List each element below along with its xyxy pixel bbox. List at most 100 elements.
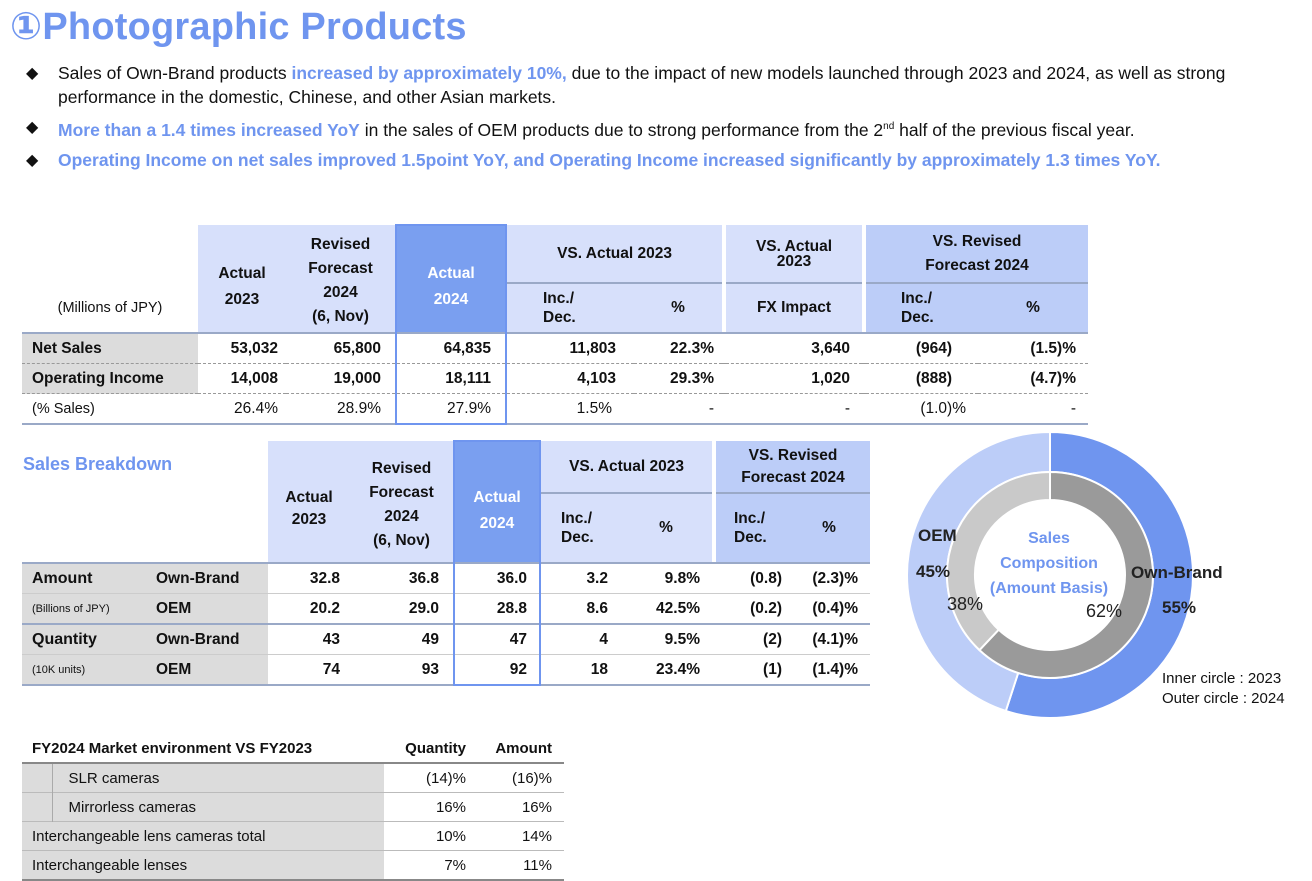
cell: (0.8) <box>716 562 788 594</box>
bullet-list: ◆ Sales of Own-Brand products increased … <box>26 61 1286 178</box>
cell: 14% <box>521 827 552 845</box>
bullet-text: Sales of Own-Brand products <box>58 63 292 83</box>
table-row: Net Sales 53,032 65,800 64,835 11,803 22… <box>22 332 1088 364</box>
sales-composition-donut-chart <box>906 430 1194 719</box>
donut-legend: Inner circle : 2023 Outer circle : 2024 <box>1162 669 1285 709</box>
cell: 14,008 <box>198 363 286 394</box>
cell: 3,640 <box>726 332 862 364</box>
col-amount: Amount <box>495 739 552 757</box>
cell: 28.8 <box>453 593 541 624</box>
cell: 29.0 <box>408 599 439 617</box>
cell: 9.8% <box>620 562 712 594</box>
row-label: Interchangeable lenses <box>22 850 384 880</box>
cell: (1.0)% <box>866 393 978 424</box>
header-inc-dec: Inc./Dec. <box>506 283 634 333</box>
donut-center-label: Sales Composition (Amount Basis) <box>989 530 1109 597</box>
bullet-highlight: increased by approximately 10%, <box>291 63 567 83</box>
cell: (1.5)% <box>978 332 1088 364</box>
bullet-text: half of the previous fiscal year. <box>894 119 1135 140</box>
oem-label: OEM <box>918 526 957 545</box>
header-pct: % <box>978 283 1088 333</box>
cell: 4,103 <box>506 363 634 394</box>
row-label: Mirrorless cameras <box>51 792 384 822</box>
bullet-text: in the sales of OEM products due to stro… <box>359 119 884 140</box>
market-environment-table: FY2024 Market environment VS FY2023 Quan… <box>22 734 564 881</box>
diamond-bullet-icon: ◆ <box>26 151 39 169</box>
header-inc-dec: Inc./Dec. <box>866 283 978 333</box>
cell: 93 <box>421 660 439 678</box>
cell: 36.8 <box>350 562 454 594</box>
table-header-row: FY2024 Market environment VS FY2023 Quan… <box>22 734 564 763</box>
cell: 18,111 <box>395 363 507 394</box>
cell: (0.2) <box>750 599 782 617</box>
header-inc-dec: Inc./Dec. <box>716 493 788 563</box>
cell: 20.2 <box>309 599 340 617</box>
cell: 64,835 <box>395 332 507 364</box>
legend-inner: Inner circle : 2023 <box>1162 670 1282 687</box>
row-label: (% Sales) <box>22 393 198 424</box>
cell: (2.3)% <box>788 562 870 594</box>
cell: (4.7)% <box>978 363 1088 394</box>
cell: 28.9% <box>286 393 396 424</box>
cell: 92 <box>453 654 541 686</box>
group-sub: (Billions of JPY) <box>22 593 154 624</box>
page-title: ①Photographic Products <box>10 6 467 48</box>
cell: 7% <box>444 856 466 874</box>
cell: (0.4)% <box>812 599 858 617</box>
cell: - <box>634 393 722 424</box>
legend-outer: Outer circle : 2024 <box>1162 690 1285 707</box>
table-row: (Billions of JPY) OEM 20.2 29.0 28.8 8.6… <box>22 593 870 624</box>
row-label: Interchangeable lens cameras total <box>22 821 384 851</box>
bullet-highlight: More than a 1.4 times increased YoY <box>58 119 360 140</box>
cell: (1) <box>763 660 782 678</box>
cell: 42.5% <box>656 599 700 617</box>
cell: 27.9% <box>395 393 507 425</box>
cell: 53,032 <box>198 332 286 364</box>
cell: 65,800 <box>286 332 396 364</box>
cell: (2) <box>763 630 782 648</box>
cell: 11,803 <box>506 332 634 364</box>
outer-own-pct: 55% <box>1162 598 1197 617</box>
bullet-sup: nd <box>883 121 895 132</box>
cell: 22.3% <box>634 332 722 364</box>
cell: (1.4)% <box>812 660 858 678</box>
bullet-item: ◆ Sales of Own-Brand products increased … <box>26 61 1286 109</box>
cell: 36.0 <box>453 562 541 594</box>
row-type: Own-Brand <box>154 624 268 655</box>
group-label: Amount <box>22 562 154 594</box>
table-row: Mirrorless cameras 16% 16% <box>22 792 564 822</box>
sales-breakdown-title: Sales Breakdown <box>23 454 173 474</box>
table-row: (10K units) OEM 74 93 92 18 23.4% (1) (1… <box>22 654 870 686</box>
table-row: Amount Own-Brand 32.8 36.8 36.0 3.2 9.8%… <box>22 562 870 594</box>
row-type: Own-Brand <box>154 562 268 594</box>
table-row: Operating Income 14,008 19,000 18,111 4,… <box>22 363 1088 394</box>
cell: 49 <box>421 630 439 648</box>
group-label: Quantity <box>22 624 154 655</box>
unit-label: (Millions of JPY) <box>57 299 163 316</box>
group-sub: (10K units) <box>22 654 154 685</box>
header-pct: % <box>788 493 870 563</box>
header-actual-2023: Actual 2023 <box>268 489 350 563</box>
row-type: OEM <box>154 593 268 624</box>
diamond-bullet-icon: ◆ <box>26 119 39 136</box>
cell: - <box>726 393 862 424</box>
cell: 32.8 <box>268 562 350 594</box>
header-pct: % <box>634 283 722 333</box>
cell: 29.3% <box>634 363 722 394</box>
cell: 26.4% <box>198 393 286 424</box>
inner-slice-own-brand <box>978 470 1154 679</box>
cell: 18 <box>590 660 608 678</box>
row-label: Net Sales <box>22 332 198 364</box>
table-row: SLR cameras (14)% (16)% <box>22 763 564 793</box>
cell: 23.4% <box>656 660 700 678</box>
cell: 74 <box>322 660 340 678</box>
bullet-text: due to the impact of new models launched… <box>58 63 1226 107</box>
cell: (4.1)% <box>812 630 858 648</box>
own-brand-label: Own-Brand <box>1131 563 1223 582</box>
header-vs-actual: VS. Actual 2023 <box>540 441 712 494</box>
cell: - <box>978 393 1088 424</box>
row-type: OEM <box>154 654 268 685</box>
cell: 1.5% <box>506 393 634 424</box>
header-actual-2023: Actual 2023 <box>198 265 286 333</box>
table-row: Quantity Own-Brand 43 49 47 4 9.5% (2) (… <box>22 624 870 655</box>
